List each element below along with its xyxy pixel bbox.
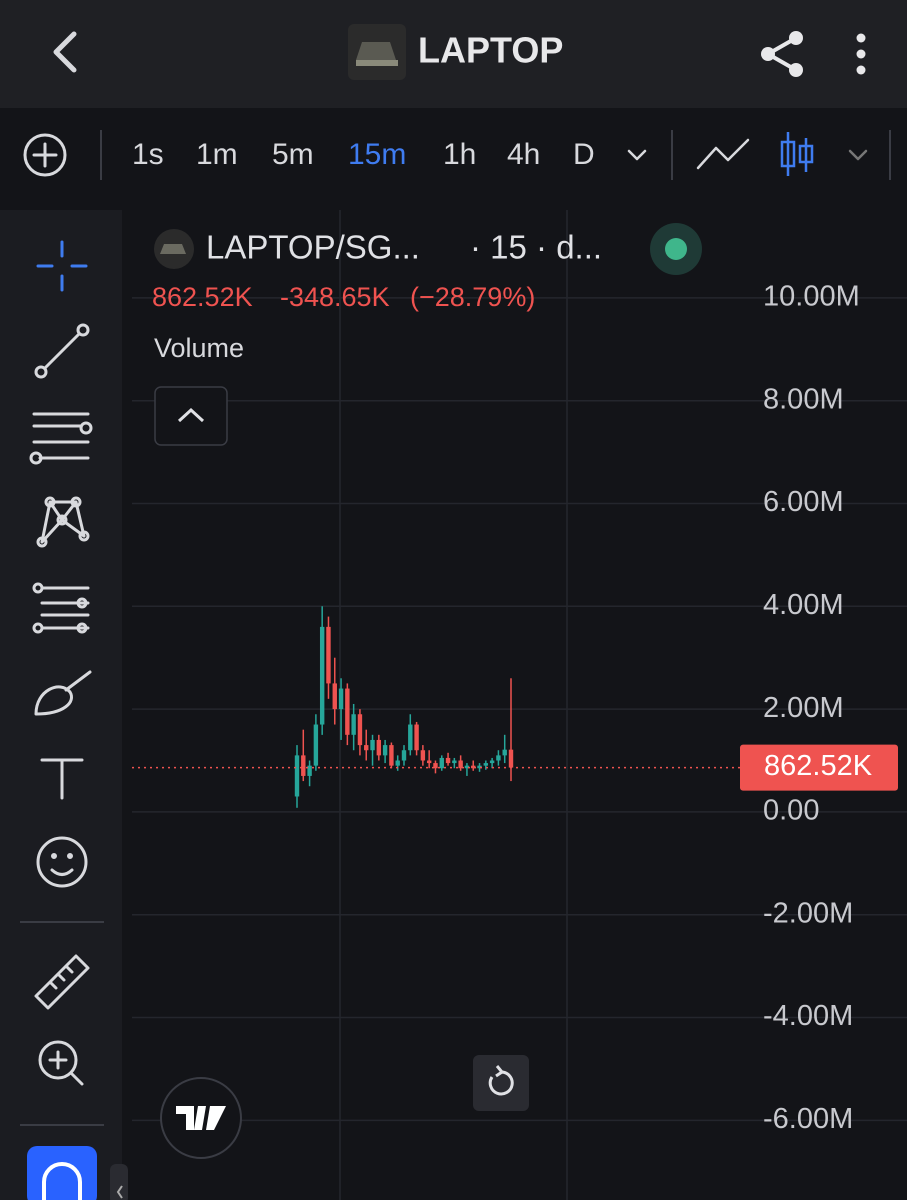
candle-body	[408, 724, 413, 751]
candle-body	[332, 683, 337, 710]
candle-body	[508, 749, 514, 768]
candle-body	[364, 745, 369, 751]
interval-selected[interactable]: 15m	[348, 138, 406, 171]
y-tick-label: 2.00M	[763, 692, 844, 724]
candle-body	[319, 626, 325, 725]
interval[interactable]: 1m	[196, 138, 238, 171]
fib-tool[interactable]	[32, 582, 90, 634]
last-price-label: 862.52K	[764, 750, 873, 782]
last-price-badge	[740, 744, 898, 791]
legend-last: 862.52K	[152, 282, 253, 312]
y-tick-label: -6.00M	[763, 1103, 853, 1135]
share-button[interactable]	[761, 31, 803, 77]
chart-pane	[132, 210, 907, 1200]
candle-body	[489, 760, 495, 764]
pattern-tool[interactable]	[36, 496, 90, 548]
interval[interactable]: 1h	[443, 138, 476, 171]
price-axis: 10.00M 8.00M 6.00M 4.00M 2.00M 0.00 -2.00M -4.0…	[740, 281, 898, 1135]
interval-toolbar	[0, 110, 907, 200]
zoom-tool[interactable]	[38, 1040, 84, 1086]
y-tick-label: 10.00M	[763, 281, 860, 313]
candle-body	[458, 760, 463, 769]
interval[interactable]: D	[573, 138, 595, 171]
symbol-logo	[348, 24, 406, 80]
legend: LAPTOP/SG... · 15 · d... 862.52K -348.65…	[152, 223, 702, 446]
ruler-tool[interactable]	[34, 954, 90, 1010]
interval[interactable]: 4h	[507, 138, 540, 171]
candle-body	[370, 739, 375, 751]
plot-area	[132, 606, 742, 808]
legend-meta: · 15 · d...	[470, 229, 602, 266]
grid	[132, 297, 907, 1122]
collapse-toolbar[interactable]	[110, 1164, 128, 1200]
candle-body	[389, 745, 394, 766]
y-tick-label: 0.00	[763, 795, 819, 827]
y-tick-label: -4.00M	[763, 1000, 853, 1032]
chart-type-dropdown[interactable]	[848, 149, 868, 161]
candle-body	[452, 760, 457, 764]
interval[interactable]: 5m	[272, 138, 314, 171]
menu-button[interactable]	[856, 33, 866, 75]
candle-body	[357, 714, 363, 746]
legend-logo	[154, 229, 194, 269]
indicator-name: Volume	[154, 333, 244, 363]
y-tick-label: -2.00M	[763, 897, 853, 929]
market-status-dot	[665, 238, 687, 260]
candle-body	[483, 763, 489, 766]
legend-symbol: LAPTOP/SG...	[206, 229, 420, 266]
app-title: LAPTOP	[418, 30, 563, 71]
candle-body	[376, 739, 382, 756]
candle-body	[464, 765, 470, 769]
candle-body	[351, 714, 356, 735]
candle-body	[477, 765, 482, 769]
line-chart-button[interactable]	[696, 138, 750, 170]
candle-body	[307, 765, 312, 776]
interval[interactable]: 1s	[132, 138, 164, 171]
candle-body	[414, 724, 419, 751]
candle-body	[395, 760, 400, 766]
crosshair-tool[interactable]	[36, 240, 88, 292]
add-button[interactable]	[23, 133, 67, 177]
candle-body	[471, 765, 476, 769]
candle-body	[294, 755, 300, 797]
reset-button[interactable]	[473, 1055, 529, 1111]
y-tick-label: 8.00M	[763, 383, 844, 415]
tradingview-logo[interactable]	[160, 1077, 242, 1159]
trendline-tool[interactable]	[34, 323, 90, 379]
magnet-tool[interactable]	[27, 1146, 97, 1200]
back-button[interactable]	[53, 31, 77, 73]
legend-change: -348.65K	[280, 282, 390, 312]
candle-body	[345, 688, 350, 735]
interval-dropdown[interactable]	[627, 149, 647, 161]
text-tool[interactable]	[40, 758, 84, 800]
brush-tool[interactable]	[34, 670, 92, 716]
candle-body	[496, 755, 501, 761]
candle-body	[433, 763, 438, 769]
emoji-tool[interactable]	[36, 836, 88, 888]
candle-body	[401, 750, 407, 761]
candle-body	[502, 749, 507, 756]
app-bar	[0, 0, 907, 108]
candle-chart-button[interactable]	[780, 132, 814, 176]
candle-body	[426, 760, 432, 764]
drawing-toolbar	[0, 210, 122, 1200]
candle-body	[420, 750, 426, 761]
candle-body	[301, 755, 306, 776]
candle-body	[313, 724, 319, 766]
candle-body	[382, 745, 388, 756]
y-tick-label: 6.00M	[763, 486, 844, 518]
legend-change-percent: (−28.79%)	[410, 282, 535, 312]
candle-body	[338, 688, 344, 710]
candle-body	[439, 757, 444, 769]
collapse-legend[interactable]	[154, 386, 228, 446]
y-tick-label: 4.00M	[763, 589, 844, 621]
candle-body	[445, 757, 451, 764]
candle-body	[326, 626, 331, 684]
parallel-lines-tool[interactable]	[29, 412, 93, 465]
